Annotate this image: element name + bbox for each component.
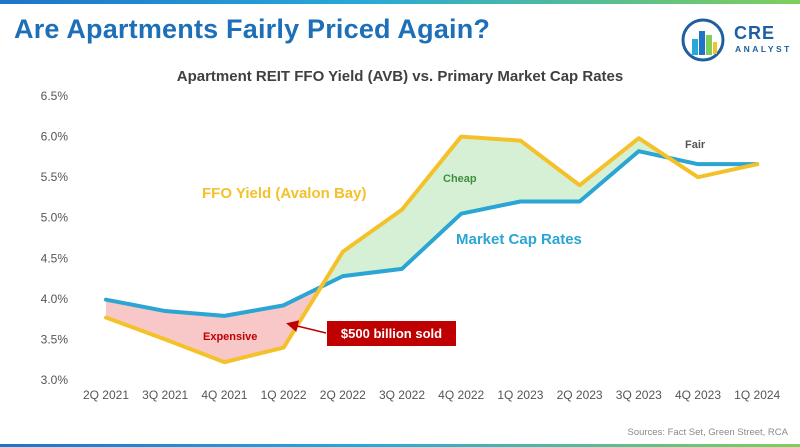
logo-wordmark: CRE xyxy=(734,23,776,43)
callout-label: $500 billion sold xyxy=(341,326,442,341)
y-tick-label: 6.5% xyxy=(41,89,69,103)
y-tick-label: 5.5% xyxy=(41,170,69,184)
series-lines xyxy=(104,134,760,365)
y-tick-label: 4.5% xyxy=(41,251,69,265)
top-accent-bar xyxy=(0,0,800,4)
x-axis: 2Q 2021 3Q 2021 4Q 2021 1Q 2022 2Q 2022 3Q 20… xyxy=(83,388,781,402)
bottom-accent-bar xyxy=(0,444,800,447)
annotations: FFO Yield (Avalon Bay) Market Cap Rates Ch… xyxy=(202,139,706,346)
x-tick-label: 3Q 2023 xyxy=(616,388,662,402)
chart-title: Apartment REIT FFO Yield (AVB) vs. Prima… xyxy=(176,68,624,85)
x-tick-label: 2Q 2022 xyxy=(320,388,366,402)
x-tick-label: 3Q 2022 xyxy=(379,388,425,402)
x-tick-label: 1Q 2024 xyxy=(734,388,780,402)
ffo-yield-line xyxy=(104,134,760,365)
x-tick-label: 1Q 2023 xyxy=(497,388,543,402)
cre-analyst-logo: CRE ANALYST xyxy=(680,17,790,63)
y-tick-label: 5.0% xyxy=(41,211,69,225)
x-tick-label: 2Q 2023 xyxy=(557,388,603,402)
fair-label: Fair xyxy=(685,139,706,151)
cap-series-label: Market Cap Rates xyxy=(456,231,582,248)
callout-arrow xyxy=(286,320,327,334)
cheap-area xyxy=(321,136,669,287)
x-tick-label: 4Q 2023 xyxy=(675,388,721,402)
y-tick-label: 3.5% xyxy=(41,332,69,346)
x-tick-label: 4Q 2022 xyxy=(438,388,484,402)
y-tick-label: 3.0% xyxy=(41,373,69,387)
page-title: Are Apartments Fairly Priced Again? xyxy=(14,14,491,44)
source-note: Sources: Fact Set, Green Street, RCA xyxy=(627,427,788,438)
x-tick-label: 1Q 2022 xyxy=(261,388,307,402)
y-tick-label: 6.0% xyxy=(41,130,69,144)
y-axis: 3.0% 3.5% 4.0% 4.5% 5.0% 5.5% 6.0% 6.5% xyxy=(41,89,69,387)
area-fills xyxy=(106,136,669,363)
y-tick-label: 4.0% xyxy=(41,292,69,306)
skyline-logo-icon xyxy=(681,18,725,62)
x-tick-label: 2Q 2021 xyxy=(83,388,129,402)
logo-subtitle: ANALYST xyxy=(735,44,792,54)
callout-box xyxy=(327,321,456,346)
x-tick-label: 4Q 2021 xyxy=(201,388,247,402)
cap-rate-line xyxy=(104,149,760,318)
cheap-label: Cheap xyxy=(443,173,477,185)
expensive-area xyxy=(106,286,322,363)
ffo-series-label: FFO Yield (Avalon Bay) xyxy=(202,185,366,202)
x-tick-label: 3Q 2021 xyxy=(142,388,188,402)
expensive-label: Expensive xyxy=(203,331,257,343)
